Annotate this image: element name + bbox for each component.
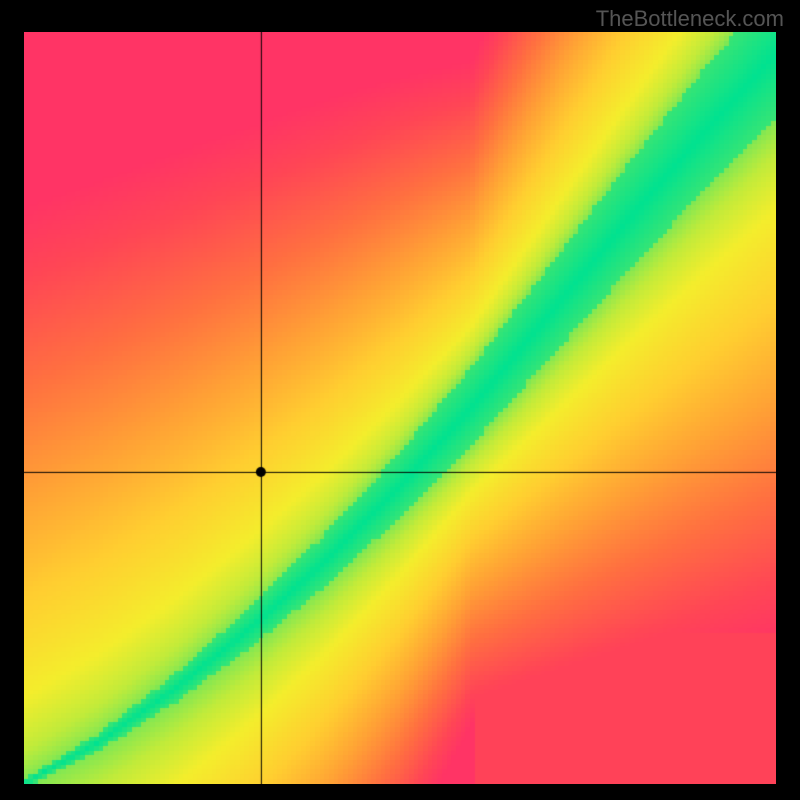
figure-container: TheBottleneck.com: [0, 0, 800, 800]
watermark-text: TheBottleneck.com: [596, 6, 784, 32]
bottleneck-heatmap: [24, 32, 776, 784]
